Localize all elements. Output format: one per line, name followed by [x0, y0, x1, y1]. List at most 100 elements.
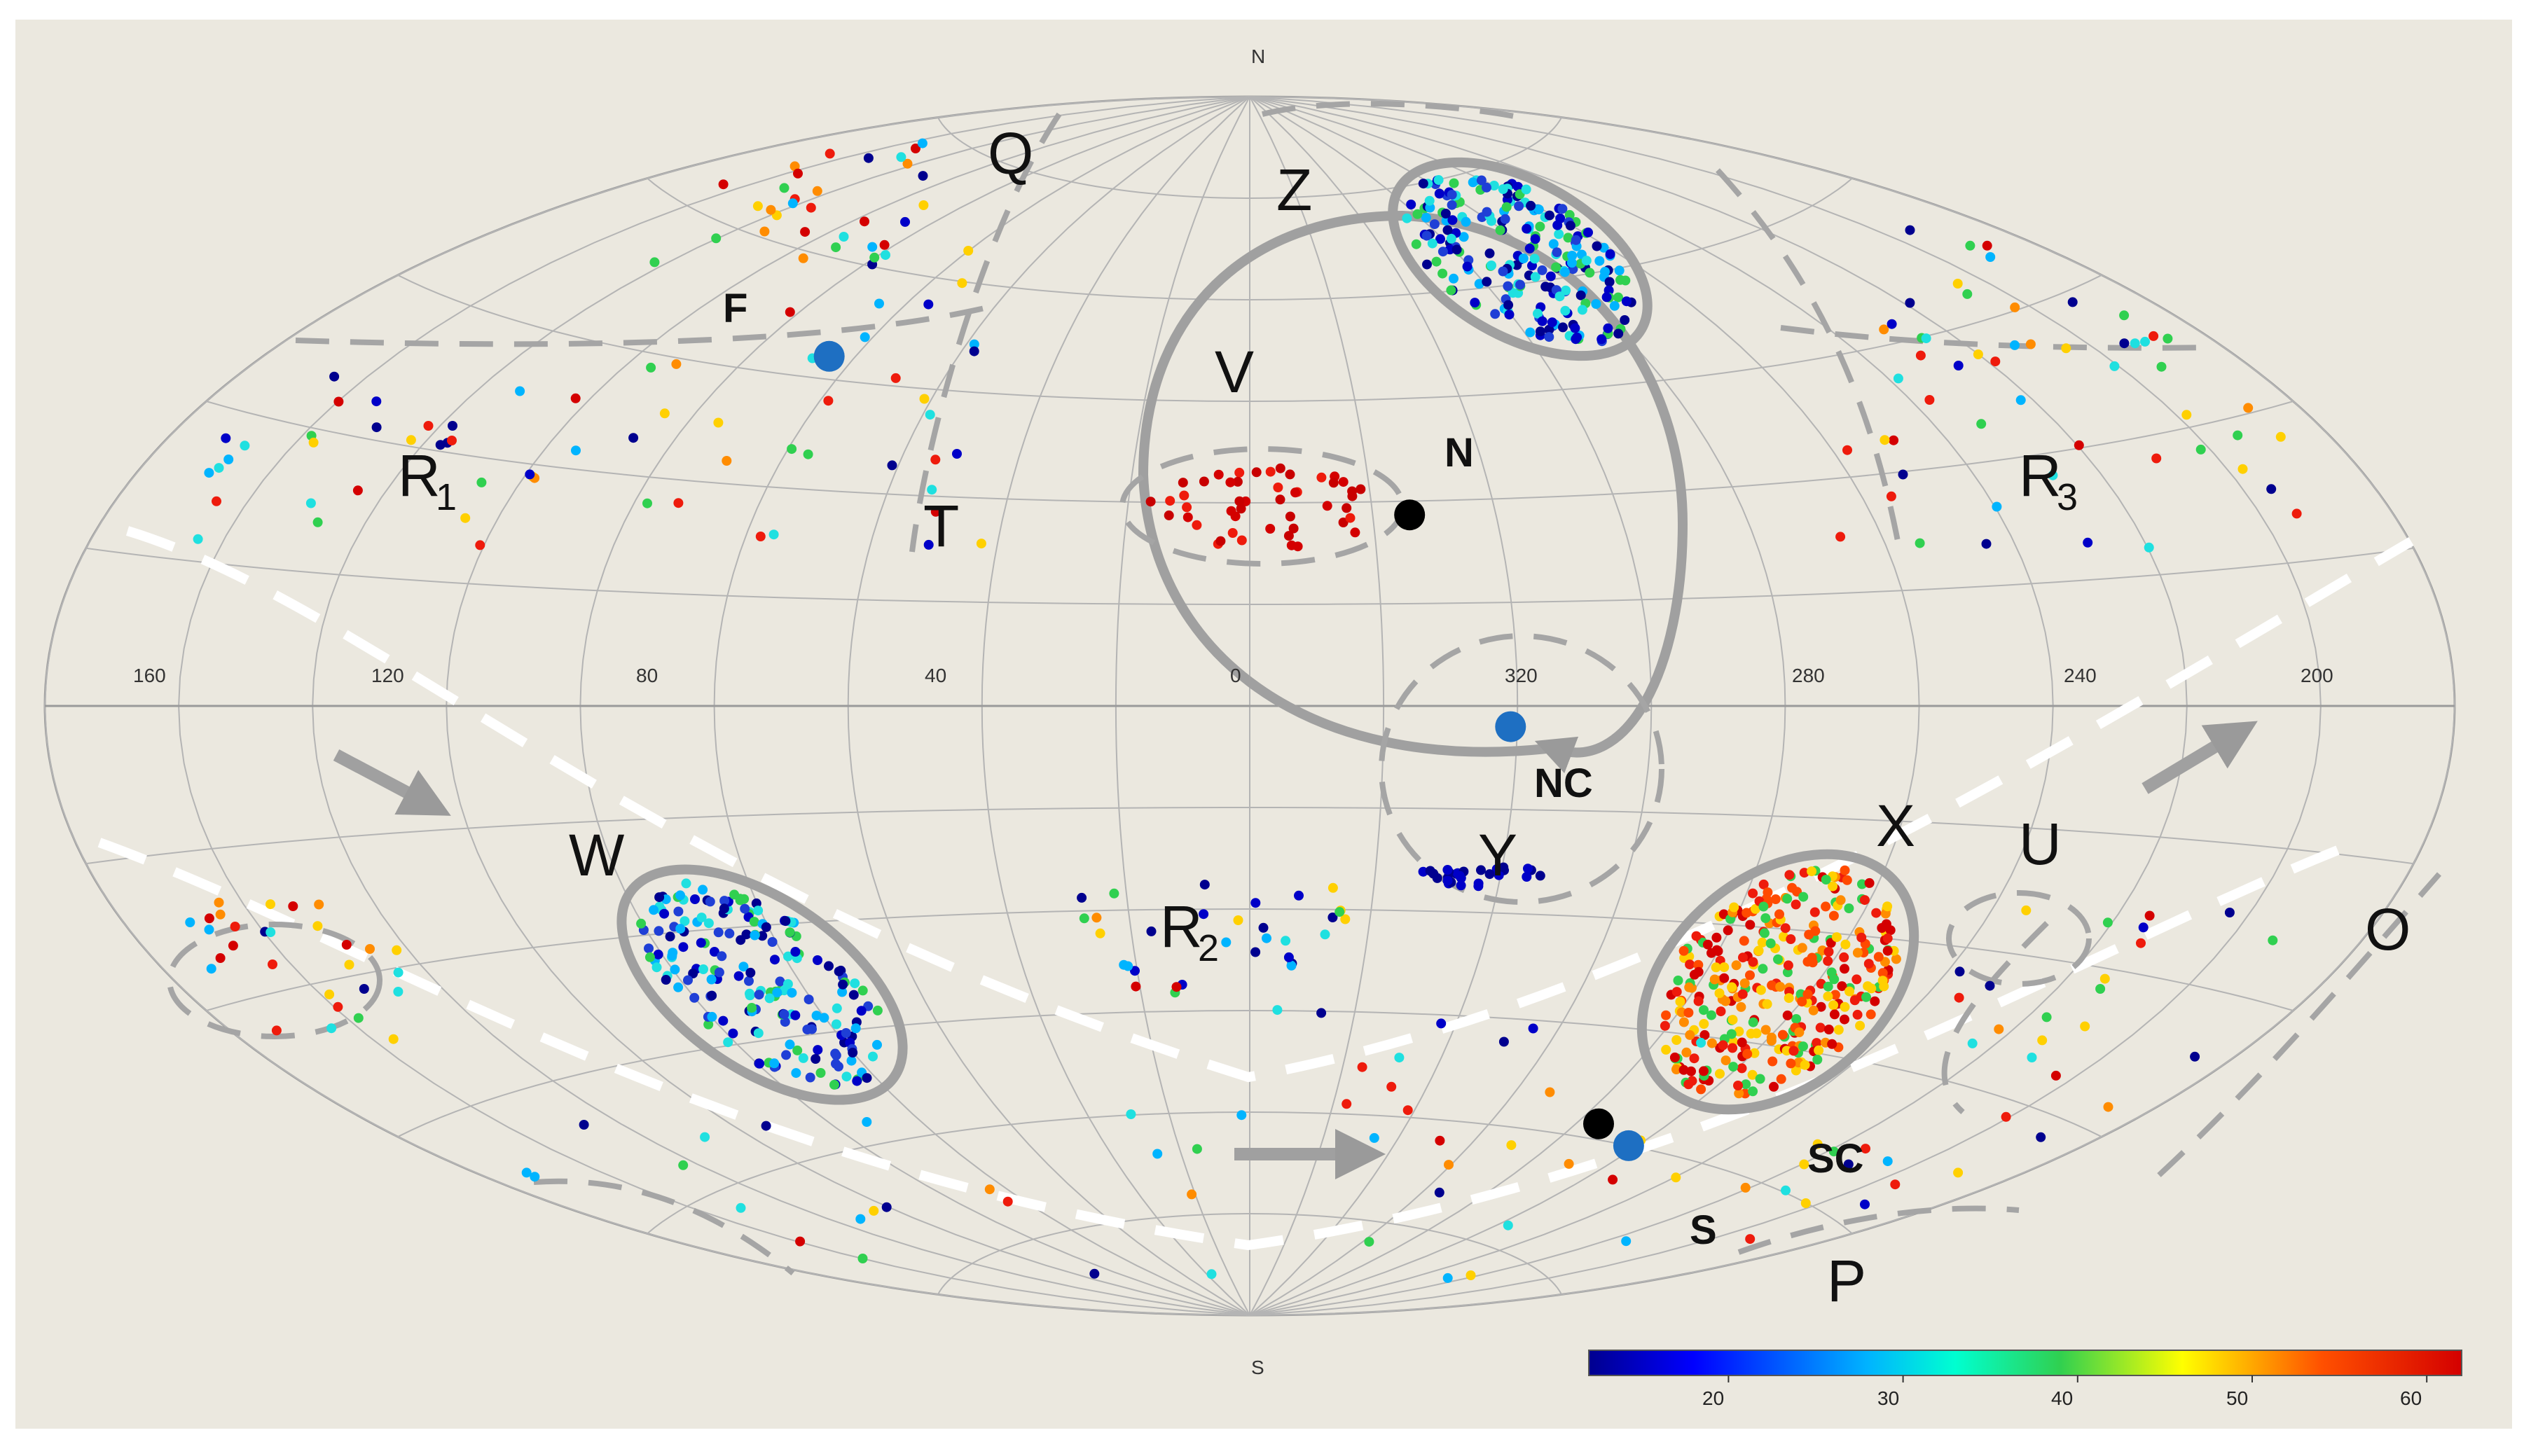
data-point-Z [1514, 201, 1524, 212]
data-point-scatter [2015, 395, 2026, 405]
data-point-X [1678, 945, 1689, 956]
data-point-scatter [1696, 1037, 1706, 1048]
data-point-scatter [917, 138, 927, 148]
data-point-X [1815, 1022, 1826, 1033]
data-point-scatter [1879, 324, 1889, 335]
region-upper-right-arc [1780, 325, 2216, 351]
data-point-Z [1561, 285, 1571, 296]
data-point-scatter [1981, 539, 1992, 549]
data-point-X [1775, 982, 1786, 992]
data-point-scatter [1842, 445, 1852, 455]
data-point-scatter [2190, 1051, 2200, 1062]
label-N: N [1444, 430, 1474, 476]
data-point-scatter [1985, 980, 1995, 991]
data-point-X [1840, 865, 1850, 875]
data-point-scatter [352, 485, 363, 496]
label-P: P [1827, 1248, 1866, 1314]
data-point-X [1661, 1044, 1671, 1055]
data-point-W [673, 906, 684, 917]
data-point-W [846, 1055, 857, 1066]
data-point-X [1683, 1008, 1694, 1018]
data-point-X [1823, 947, 1834, 957]
data-point-scatter [1357, 1062, 1367, 1072]
data-point-W [841, 1072, 852, 1082]
data-point-Z [1605, 249, 1615, 259]
label-R1: R [398, 443, 441, 508]
data-point-scatter [1954, 966, 1965, 977]
data-point-X [1691, 931, 1702, 941]
data-point-scatter [521, 1167, 532, 1178]
data-point-V [1285, 469, 1295, 480]
data-point-W [675, 924, 686, 934]
label-O: O [2365, 896, 2411, 962]
data-point-X [1738, 952, 1748, 963]
data-point-scatter [857, 1254, 868, 1263]
data-point-X [1780, 923, 1791, 934]
data-point-X [1791, 899, 1801, 910]
data-point-W [707, 990, 717, 1001]
data-point-Z [1554, 291, 1565, 302]
data-point-X [1756, 985, 1766, 995]
data-point-scatter [2149, 331, 2159, 341]
data-point-W [757, 931, 768, 941]
data-point-X [1716, 1006, 1726, 1017]
data-point-W [785, 1039, 795, 1050]
data-point-scatter [312, 517, 323, 527]
data-point-W [819, 1013, 829, 1023]
data-point-scatter [365, 944, 375, 954]
data-point-X [1859, 895, 1870, 906]
data-point-W [764, 993, 775, 1004]
data-point-W [813, 1045, 823, 1055]
data-point-scatter [214, 897, 224, 908]
data-point-scatter [214, 463, 224, 473]
colorbar [1588, 1350, 2462, 1376]
data-point-X [1839, 952, 1849, 962]
data-point-scatter [879, 240, 890, 250]
data-point-X [1733, 1081, 1743, 1090]
data-point-W [659, 908, 670, 919]
data-point-X [1766, 1032, 1777, 1043]
data-point-Z [1451, 244, 1462, 255]
data-point-scatter [2037, 1035, 2048, 1046]
data-point-X [1863, 959, 1874, 969]
data-point-Z [1503, 281, 1513, 291]
data-point-scatter [2001, 1111, 2011, 1122]
data-point-X [1679, 952, 1690, 963]
region-right-arc [1941, 921, 2049, 1115]
data-point-Z [1402, 213, 1412, 223]
data-point-X [1787, 882, 1798, 893]
data-point-X [1739, 936, 1749, 946]
data-point-X [1877, 968, 1888, 978]
data-point-Z [1533, 204, 1544, 215]
data-point-scatter [1435, 1135, 1445, 1146]
data-point-scatter [1199, 909, 1209, 920]
data-point-Y [1456, 880, 1466, 891]
data-point-Z [1422, 259, 1432, 270]
data-point-scatter [2163, 333, 2173, 344]
data-point-Y [1473, 878, 1484, 889]
data-point-X [1866, 1009, 1876, 1020]
data-point-Z [1604, 277, 1615, 287]
data-point-scatter [1221, 937, 1232, 948]
data-point-X [1827, 1039, 1837, 1049]
data-point-W [767, 937, 778, 947]
data-point-W [728, 1028, 738, 1039]
data-point-scatter [2010, 302, 2020, 312]
data-points [185, 138, 2302, 1283]
data-point-X [1762, 999, 1772, 1009]
data-point-Z [1468, 177, 1478, 188]
data-point-Z [1418, 179, 1428, 189]
data-point-Z [1433, 175, 1444, 185]
data-point-W [872, 1005, 883, 1015]
data-point-scatter [2027, 1053, 2037, 1062]
data-point-X [1882, 901, 1893, 912]
data-point-X [1719, 962, 1730, 973]
data-point-Z [1583, 227, 1593, 237]
data-point-W [673, 982, 684, 992]
data-point-scatter [2140, 336, 2150, 347]
data-point-X [1807, 866, 1817, 877]
data-point-X [1699, 1066, 1709, 1076]
data-point-scatter [393, 987, 404, 997]
data-point-V [1322, 501, 1332, 511]
data-point-X [1851, 974, 1862, 985]
